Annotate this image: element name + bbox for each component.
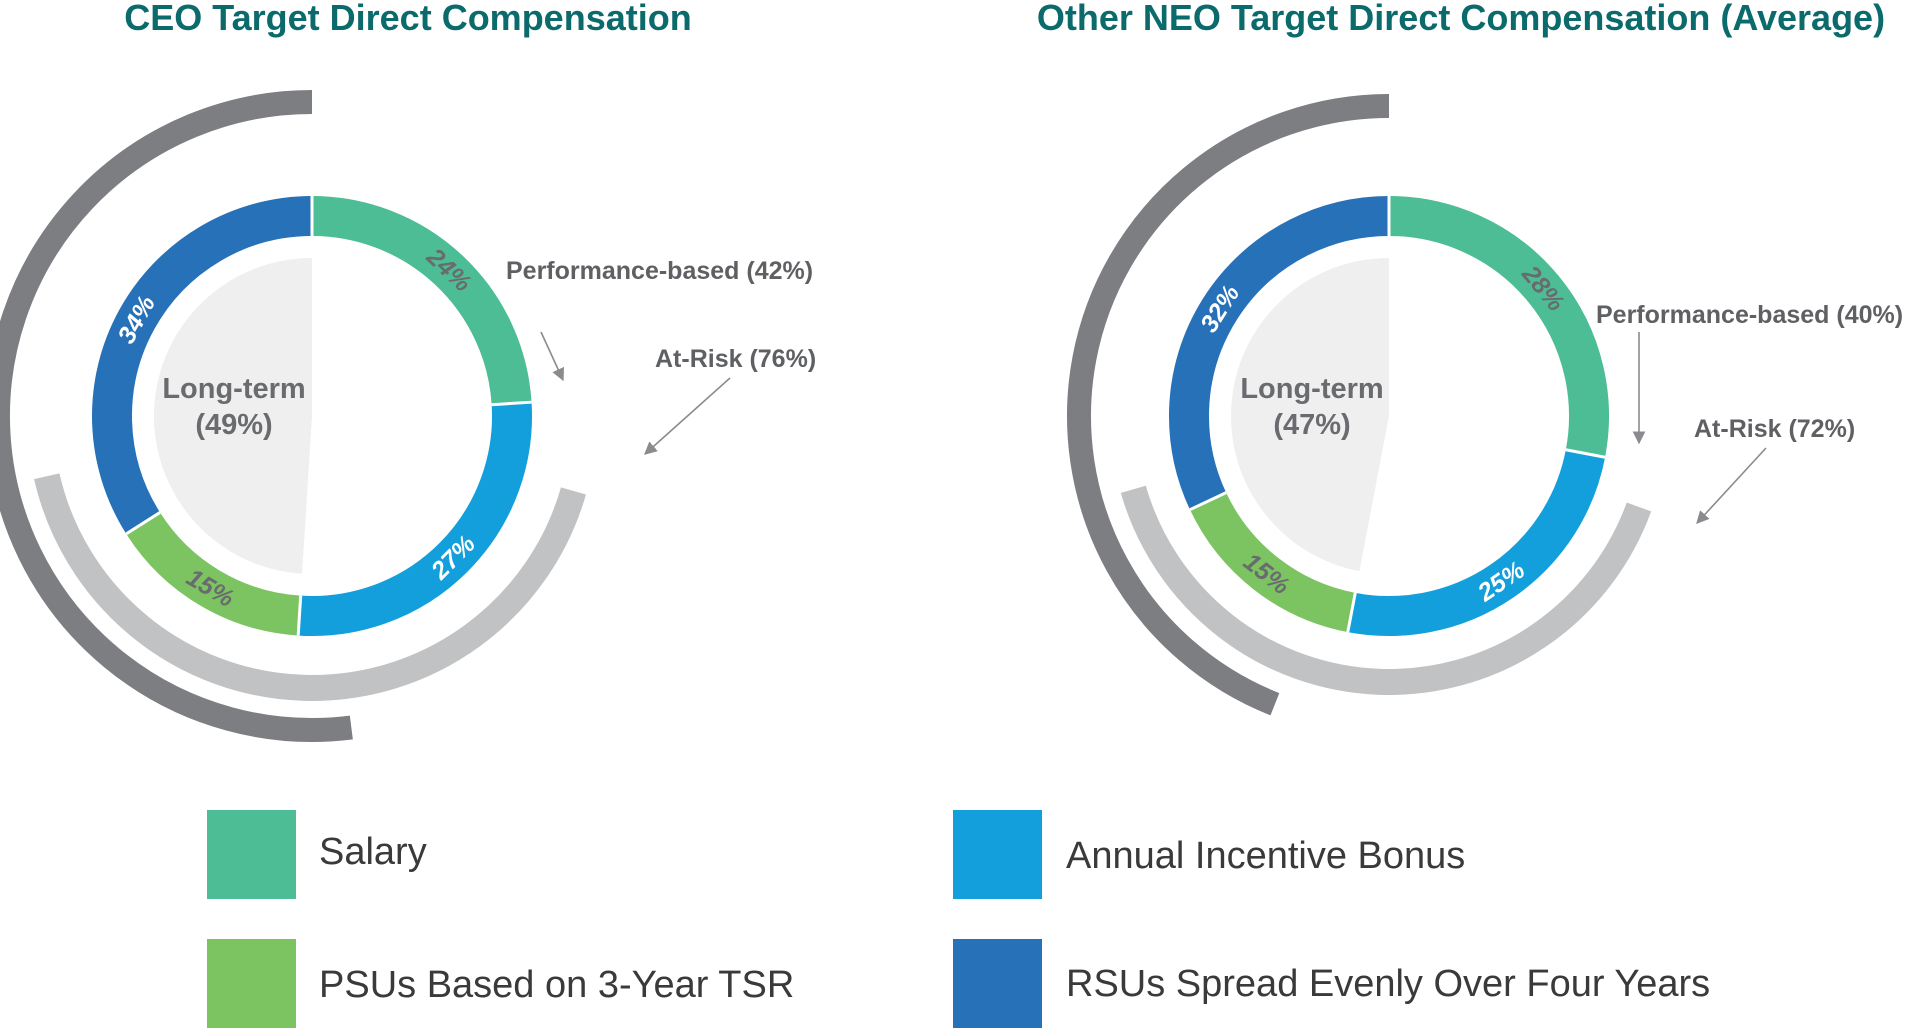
legend-swatch-psus bbox=[207, 939, 296, 1028]
ceo-at-risk-arrow bbox=[644, 377, 731, 455]
ceo-performance-based-arc bbox=[34, 473, 586, 701]
neo-performance-based-arc bbox=[1120, 485, 1652, 695]
neo-chart-title: Other NEO Target Direct Compensation (Av… bbox=[1037, 0, 1885, 38]
ceo-segment-separator bbox=[296, 595, 303, 636]
legend-item-rsus: RSUs Spread Evenly Over Four Years bbox=[953, 939, 1710, 1028]
ceo-at-risk-arc bbox=[0, 90, 353, 742]
ceo-center-label-value: (49%) bbox=[195, 409, 272, 441]
neo-chart-plot: 28%25%15%32%Long-term(47%) bbox=[1067, 94, 1767, 716]
legend-swatch-salary bbox=[207, 810, 296, 899]
neo-segment-psus bbox=[1189, 492, 1356, 633]
legend-label-psus: PSUs Based on 3-Year TSR bbox=[319, 964, 794, 1006]
neo-segment-separator bbox=[1565, 448, 1606, 459]
neo-segment-rsus bbox=[1169, 196, 1390, 510]
ceo-segment-rsus bbox=[92, 196, 313, 534]
neo-chart: Other NEO Target Direct Compensation (Av… bbox=[1037, 0, 1903, 716]
neo-segment-separator bbox=[1189, 491, 1227, 512]
legend: Salary Annual Incentive Bonus PSUs Based… bbox=[207, 810, 1710, 1028]
ceo-center-label-title: Long-term bbox=[162, 373, 305, 405]
neo-performance-based-label: Performance-based (40%) bbox=[1596, 301, 1903, 329]
ceo-segment-psus bbox=[126, 512, 302, 636]
ceo-segment-separator bbox=[491, 400, 532, 407]
ceo-chart-title: CEO Target Direct Compensation bbox=[124, 0, 691, 38]
ceo-segment-salary bbox=[311, 196, 532, 405]
ceo-performance-arrow bbox=[540, 331, 565, 382]
neo-center-label-title: Long-term bbox=[1240, 373, 1383, 405]
neo-segment-salary bbox=[1388, 196, 1609, 458]
ceo-segment-annual-incentive-bonus bbox=[298, 402, 532, 636]
ceo-performance-based-label: Performance-based (42%) bbox=[506, 257, 813, 285]
legend-swatch-rsus bbox=[953, 939, 1042, 1028]
neo-center-label-value: (47%) bbox=[1273, 409, 1350, 441]
neo-long-term-fill bbox=[1231, 258, 1389, 572]
legend-item-psus: PSUs Based on 3-Year TSR bbox=[207, 939, 794, 1028]
legend-label-annual-incentive-bonus: Annual Incentive Bonus bbox=[1066, 835, 1465, 877]
legend-item-salary: Salary bbox=[207, 810, 427, 899]
neo-segment-annual-incentive-bonus bbox=[1347, 449, 1606, 636]
legend-item-annual-incentive-bonus: Annual Incentive Bonus bbox=[953, 810, 1465, 899]
ceo-long-term-fill bbox=[153, 258, 312, 574]
legend-swatch-annual-incentive-bonus bbox=[953, 810, 1042, 899]
legend-label-salary: Salary bbox=[319, 831, 427, 873]
legend-label-rsus: RSUs Spread Evenly Over Four Years bbox=[1066, 963, 1710, 1005]
ceo-chart-plot: 24%27%15%34%Long-term(49%) bbox=[0, 90, 731, 742]
neo-at-risk-arrow bbox=[1696, 447, 1767, 524]
ceo-chart: CEO Target Direct Compensation 24%27%15%… bbox=[0, 0, 816, 742]
neo-at-risk-arc bbox=[1067, 94, 1390, 716]
neo-segment-separator bbox=[1346, 592, 1357, 633]
neo-at-risk-label: At-Risk (72%) bbox=[1694, 415, 1855, 443]
ceo-segment-separator bbox=[125, 511, 161, 536]
ceo-at-risk-label: At-Risk (76%) bbox=[655, 345, 816, 373]
